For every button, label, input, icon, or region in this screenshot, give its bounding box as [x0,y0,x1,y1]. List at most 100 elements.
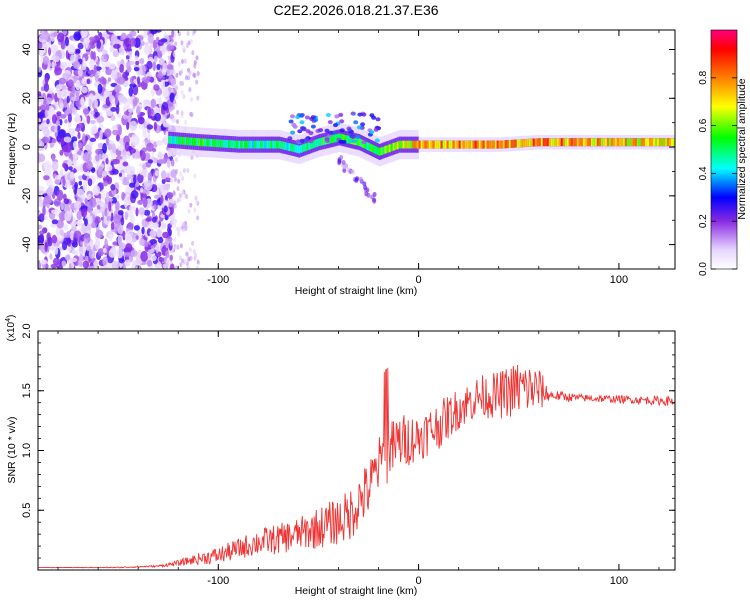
noise-blob [51,160,59,171]
noise-blob [84,197,88,205]
ridge-core [192,137,195,146]
noise-blob [107,77,112,82]
noise-blob [49,142,54,148]
noise-blob [55,55,59,62]
noise-blob [169,240,173,246]
noise-blob [65,36,69,47]
noise-blob [113,43,121,49]
noise-blob [138,207,145,216]
ridge-core [474,140,477,149]
ridge-core [598,138,602,147]
ridge-core [642,138,646,147]
noise-blob [169,75,173,80]
noise-blob [182,94,186,99]
noise-blob [87,178,93,187]
noise-blob [168,104,172,110]
noise-blob [186,31,190,37]
noise-blob [69,257,78,263]
noise-blob [189,38,193,44]
ridge-core [208,138,211,147]
snr-panel: 0.5 1.0 1.5 2.0 -100 0 100 (x104) Height of s… [5,315,676,597]
noise-blob [133,67,140,72]
noise-blob [187,208,191,214]
noise-blob [157,72,164,79]
branch-blob [299,113,304,118]
x-tick-label: -100 [207,575,229,587]
noise-blob [174,169,178,174]
noise-blob [193,63,197,69]
ridge-core [645,138,648,147]
noise-blob [182,168,186,174]
ridge-core [378,148,381,156]
noise-blob [74,127,82,132]
branch-blob [350,169,355,175]
ridge-core [614,138,618,147]
ridge-core [566,138,569,147]
noise-blob [175,72,179,78]
noise-blob [63,232,71,238]
noise-blob [64,119,68,124]
noise-blob [110,221,115,230]
noise-blob [136,105,141,116]
noise-blob [153,204,157,210]
y-tick-label: 2.0 [21,323,33,338]
noise-blob [188,87,192,93]
ridge-core [250,140,253,149]
ridge-core [444,140,447,149]
noise-blob [89,137,97,142]
noise-blob [154,194,160,199]
noise-blob [54,123,58,133]
ridge-core [638,138,642,147]
noise-blob [78,180,83,186]
noise-blob [41,136,49,144]
noise-blob [124,259,131,267]
noise-blob [180,110,184,116]
branch-blob [304,115,310,120]
noise-blob [180,89,184,95]
noise-blob [188,247,192,253]
ridge-core [194,138,197,146]
ridge-core [606,138,610,147]
ridge-core [372,145,375,153]
noise-blob [196,95,200,101]
colorbar-gradient [711,30,737,269]
noise-blob [75,91,80,101]
noise-blob [74,181,79,190]
noise-blob [178,192,182,198]
noise-blob [166,44,173,52]
branch-blob [372,197,377,203]
y-tick-label: 0 [21,144,33,150]
noise-blob [135,60,140,65]
noise-blob [44,242,48,252]
noise-blob [85,223,92,231]
ridge-core [506,140,509,148]
branch-blob [364,191,369,197]
ridge-core [226,140,229,148]
noise-blob [142,197,148,208]
noise-blob [60,137,65,146]
noise-blob [53,31,58,37]
noise-blob [168,114,175,120]
noise-blob [38,153,46,163]
noise-blob [161,101,169,112]
x-tick-label: 0 [416,274,422,286]
noise-blob [162,86,169,98]
ridge-core [651,138,654,147]
noise-blob [154,170,159,177]
noise-blob [42,205,46,216]
ridge-core [388,144,391,153]
noise-blob [193,207,197,213]
noise-blob [78,175,84,180]
ridge-core [562,138,565,147]
ridge-core [620,138,624,147]
noise-blob [44,109,48,117]
ridge-core [264,140,267,149]
noise-blob [115,104,120,115]
noise-blob [43,82,50,92]
ridge-core [312,140,315,149]
noise-blob [112,158,120,165]
noise-blob [121,191,125,201]
branch-blob [361,112,367,117]
noise-blob [55,120,60,125]
